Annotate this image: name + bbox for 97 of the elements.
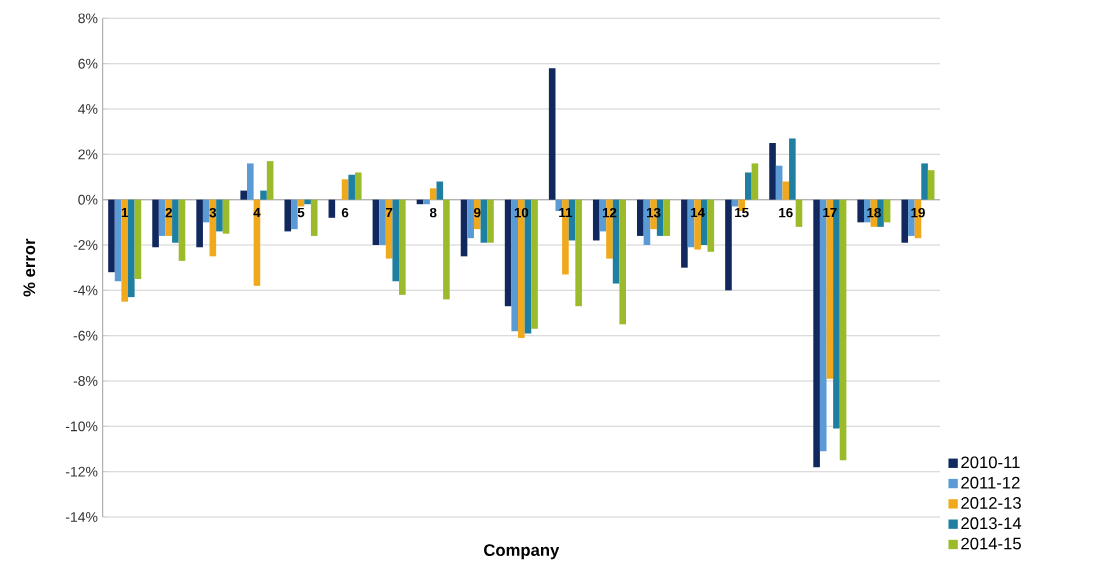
- x-tick-label: 13: [646, 207, 661, 218]
- bar: [751, 163, 759, 200]
- x-tick-label: 3: [209, 207, 217, 218]
- x-tick-label: 16: [779, 207, 793, 218]
- bar: [443, 199, 450, 300]
- bar: [172, 199, 179, 243]
- bar: [165, 199, 173, 236]
- bar: [460, 199, 468, 257]
- bar: [108, 199, 115, 273]
- y-tick-label: -12%: [65, 466, 98, 477]
- bar: [575, 199, 582, 307]
- y-tick-label: -14%: [65, 512, 98, 522]
- bar: [328, 199, 336, 218]
- bar: [839, 199, 847, 461]
- bar: [196, 199, 203, 248]
- bar: [222, 199, 230, 234]
- bar: [857, 199, 864, 223]
- bar: [399, 199, 406, 295]
- bar: [531, 199, 538, 329]
- x-tick-label: 1: [121, 207, 129, 218]
- bar: [725, 199, 732, 291]
- legend-label: 2011-12: [961, 476, 1020, 489]
- legend-label: 2013-14: [961, 517, 1022, 530]
- bar: [504, 199, 512, 307]
- bar: [663, 199, 671, 236]
- x-tick-label: 7: [385, 207, 393, 218]
- y-tick-label: -4%: [73, 285, 98, 296]
- bar: [247, 163, 254, 200]
- bar: [158, 199, 166, 236]
- bar: [782, 181, 790, 200]
- bar: [240, 190, 247, 200]
- bar: [178, 199, 186, 261]
- y-tick-label: 4%: [78, 104, 98, 114]
- y-tick-label: 2%: [78, 149, 98, 160]
- bar: [429, 188, 437, 200]
- y-tick-label: -6%: [73, 330, 98, 341]
- bar: [202, 199, 210, 223]
- bar: [901, 199, 909, 243]
- bar: [795, 199, 803, 227]
- bar: [392, 199, 400, 282]
- x-tick-label: 18: [867, 207, 881, 218]
- y-tick-label: 0%: [78, 194, 98, 205]
- bar: [114, 199, 122, 282]
- y-tick-label: -8%: [73, 376, 98, 386]
- bar: [436, 181, 444, 200]
- bar: [266, 161, 274, 200]
- bar: [216, 199, 223, 232]
- bar: [310, 199, 318, 236]
- x-tick-label: 5: [297, 207, 305, 218]
- x-tick-label: 12: [602, 207, 617, 218]
- bar: [348, 174, 355, 200]
- bar: [707, 199, 715, 252]
- bar: [775, 165, 783, 200]
- x-tick-label: 19: [911, 207, 925, 218]
- bar: [379, 199, 386, 245]
- bar: [467, 199, 474, 239]
- x-tick-label: 14: [691, 207, 705, 218]
- y-tick-label: 8%: [78, 13, 98, 24]
- y-axis-title: % error: [23, 238, 36, 297]
- bar: [260, 190, 267, 200]
- y-tick-label: 6%: [78, 58, 98, 69]
- bar: [480, 199, 488, 243]
- bar: [341, 179, 349, 200]
- bar: [745, 172, 752, 200]
- bar: [291, 199, 298, 230]
- bar: [354, 172, 362, 200]
- bar: [423, 199, 430, 205]
- bar: [927, 170, 935, 200]
- bar: [637, 199, 644, 236]
- bar: [681, 199, 688, 268]
- y-tick-label: -10%: [65, 421, 98, 432]
- bar: [372, 199, 380, 245]
- x-tick-label: 6: [341, 207, 349, 218]
- bar: [789, 138, 796, 200]
- x-tick-label: 9: [474, 207, 481, 218]
- bar: [769, 143, 776, 200]
- bar: [619, 199, 626, 325]
- bar: [813, 199, 820, 468]
- x-axis-title: Company: [484, 544, 560, 560]
- bar: [487, 199, 494, 243]
- bar: [592, 199, 600, 241]
- bar: [128, 199, 135, 298]
- legend-label: 2010-11: [961, 456, 1020, 469]
- x-tick-label: 17: [823, 207, 837, 218]
- x-tick-label: 2: [165, 207, 172, 218]
- bar: [304, 199, 311, 205]
- legend-label: 2012-13: [961, 497, 1021, 509]
- y-tick-label: -2%: [73, 240, 98, 250]
- bar: [548, 68, 556, 200]
- bar: [152, 199, 159, 248]
- x-tick-label: 8: [429, 207, 437, 218]
- bar: [134, 199, 142, 279]
- x-tick-label: 15: [735, 207, 749, 218]
- bar: [921, 163, 928, 200]
- legend-label: 2014-15: [961, 537, 1021, 550]
- bar: [121, 199, 129, 302]
- bar: [284, 199, 292, 232]
